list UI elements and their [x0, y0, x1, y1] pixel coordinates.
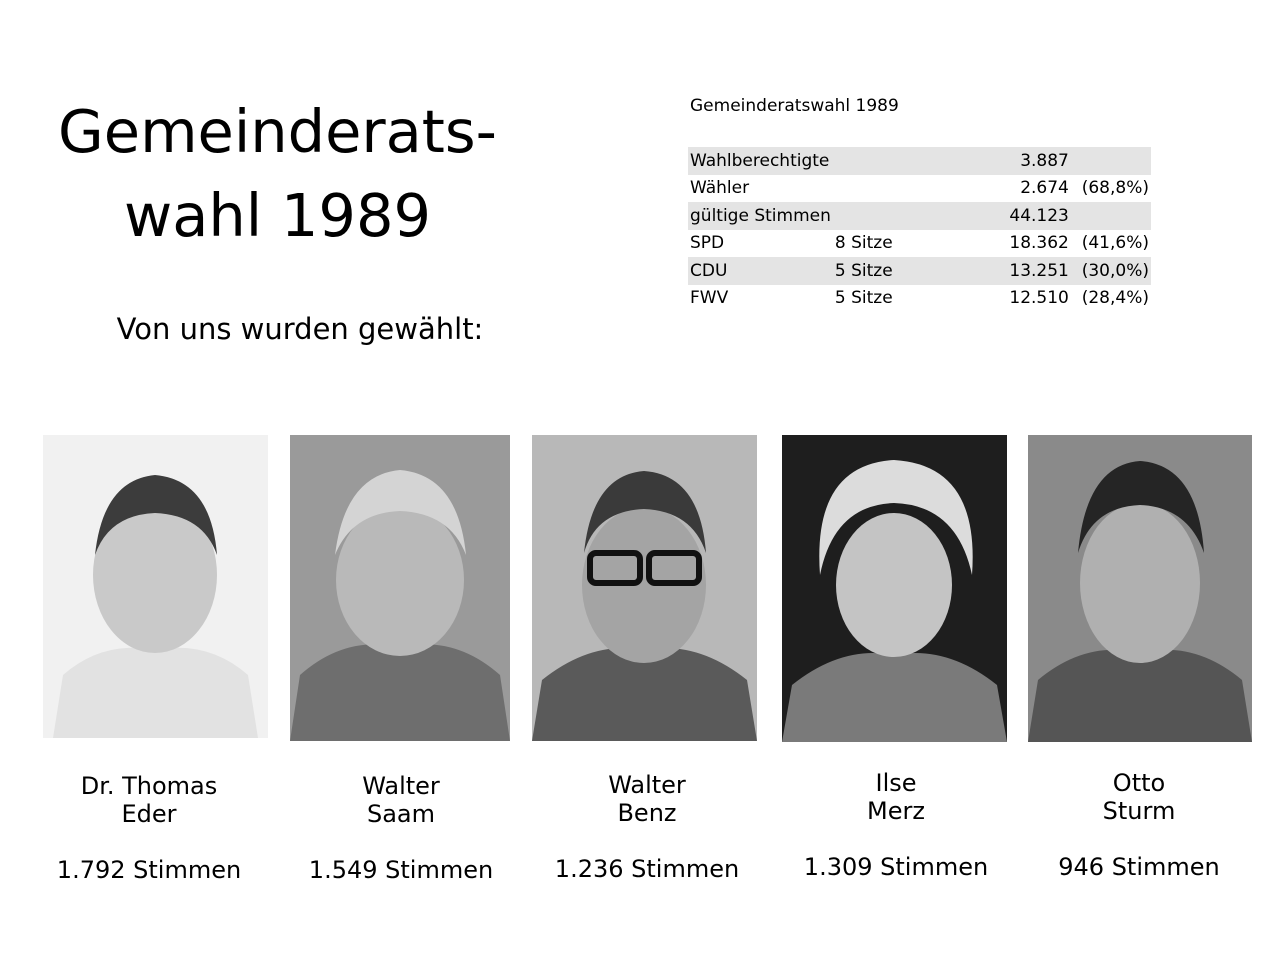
row-percent: (28,4%): [1081, 288, 1149, 309]
table-row: FWV 5 Sitze 12.510 (28,4%): [688, 285, 1151, 313]
portrait-benz-image: [532, 435, 757, 741]
row-value: 13.251: [946, 257, 1071, 285]
row-label: FWV: [690, 288, 729, 309]
portrait-merz-image: [782, 435, 1007, 742]
row-seats: 5 Sitze: [834, 288, 893, 309]
candidate-votes: 1.236 Stimmen: [554, 855, 740, 883]
candidate-votes: 1.792 Stimmen: [56, 856, 242, 884]
candidate-first-name: Walter: [608, 771, 686, 799]
candidate-first-name: Walter: [362, 772, 440, 800]
row-label: gültige Stimmen: [688, 202, 833, 230]
table-row: SPD 8 Sitze 18.362 (41,6%): [688, 230, 1151, 258]
stats-title: Gemeinderatswahl 1989: [690, 96, 899, 116]
portrait-sturm: [1028, 435, 1252, 742]
candidate-name: Ilse Merz: [771, 769, 1021, 825]
table-row: CDU 5 Sitze 13.251 (30,0%): [688, 257, 1151, 285]
row-percent: (30,0%): [1070, 257, 1151, 285]
candidate-name: Walter Saam: [276, 772, 526, 828]
row-percent: (68,8%): [1081, 178, 1149, 199]
candidate-first-name: Otto: [1112, 769, 1166, 797]
row-percent: (41,6%): [1081, 233, 1149, 254]
row-label: SPD: [690, 233, 725, 254]
results-table: Wahlberechtigte 3.887 Wähler 2.674 (68,8…: [688, 147, 1151, 312]
portrait-merz: [782, 435, 1007, 742]
subheading: Von uns wurden gewählt:: [116, 312, 484, 346]
row-seats: [833, 175, 947, 203]
row-value: 44.123: [946, 202, 1071, 230]
candidate-last-name: Benz: [617, 799, 677, 827]
row-value: 3.887: [946, 147, 1071, 175]
page-title-line1: Gemeinderats-: [58, 97, 497, 166]
portrait-saam: [290, 435, 510, 741]
candidate-votes: 946 Stimmen: [1058, 853, 1220, 881]
row-seats: [832, 147, 947, 175]
table-row: Wähler 2.674 (68,8%): [688, 175, 1151, 203]
row-seats: 5 Sitze: [832, 257, 947, 285]
table-row: Wahlberechtigte 3.887: [688, 147, 1151, 175]
row-value: 18.362: [1009, 233, 1069, 254]
row-label: CDU: [688, 257, 833, 285]
candidate-last-name: Eder: [121, 800, 177, 828]
portrait-saam-image: [290, 435, 510, 741]
row-percent: [1070, 147, 1151, 175]
row-label: Wahlberechtigte: [688, 147, 833, 175]
candidate-first-name: Ilse: [875, 769, 917, 797]
candidate-name: Dr. Thomas Eder: [24, 772, 274, 828]
page-title-line2: wahl 1989: [123, 181, 432, 250]
portrait-eder-image: [43, 435, 268, 738]
candidate-votes: 1.549 Stimmen: [308, 856, 494, 884]
candidate-last-name: Merz: [867, 797, 925, 825]
candidate-last-name: Saam: [366, 800, 436, 828]
candidate-name: Walter Benz: [522, 771, 772, 827]
candidate-last-name: Sturm: [1102, 797, 1176, 825]
row-seats: 8 Sitze: [834, 233, 893, 254]
row-percent: [1070, 202, 1151, 230]
row-value: 12.510: [1009, 288, 1069, 309]
portrait-benz: [532, 435, 757, 741]
portrait-sturm-image: [1028, 435, 1252, 742]
row-value: 2.674: [1020, 178, 1069, 199]
row-label: Wähler: [690, 178, 750, 199]
candidate-first-name: Dr. Thomas: [80, 772, 218, 800]
portrait-eder: [43, 435, 268, 738]
row-seats: [832, 202, 947, 230]
page-title: Gemeinderats- wahl 1989: [40, 90, 515, 258]
candidate-name: Otto Sturm: [1014, 769, 1264, 825]
candidate-votes: 1.309 Stimmen: [803, 853, 989, 881]
table-row: gültige Stimmen 44.123: [688, 202, 1151, 230]
